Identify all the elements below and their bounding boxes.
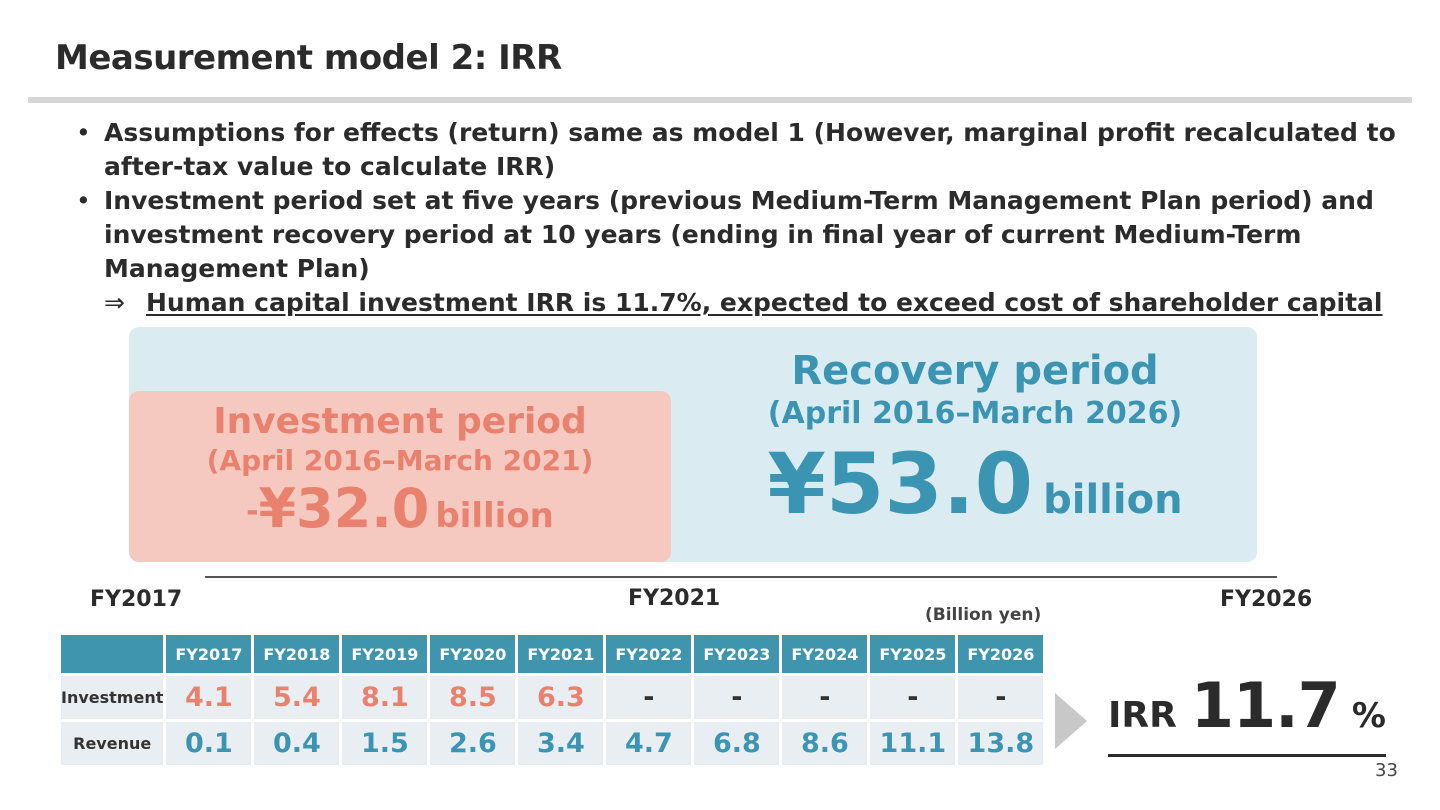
- investment-amount-value: ¥32.0: [258, 477, 430, 540]
- investment-cell: 5.4: [254, 676, 340, 719]
- irr-value: 11.7: [1190, 669, 1341, 742]
- investment-revenue-table: FY2017 FY2018 FY2019 FY2020 FY2021 FY202…: [58, 632, 1046, 768]
- revenue-cell: 8.6: [782, 722, 868, 765]
- row-label-investment: Investment: [61, 676, 164, 719]
- investment-cell: 8.5: [430, 676, 516, 719]
- recovery-period-range: (April 2016–March 2026): [767, 396, 1183, 431]
- bullet-dot-icon: •: [76, 186, 91, 215]
- investment-period-box: Investment period (April 2016–March 2021…: [129, 391, 671, 562]
- table-row-revenue: Revenue 0.1 0.4 1.5 2.6 3.4 4.7 6.8 8.6 …: [61, 722, 1044, 765]
- investment-cell: -: [782, 676, 868, 719]
- investment-sign: -: [246, 494, 259, 529]
- revenue-cell: 3.4: [518, 722, 604, 765]
- bullet-item: • Assumptions for effects (return) same …: [70, 116, 1400, 184]
- bullet-text: Assumptions for effects (return) same as…: [104, 118, 1396, 181]
- recovery-amount: ¥53.0 billion: [710, 435, 1240, 533]
- revenue-cell: 11.1: [870, 722, 956, 765]
- investment-cell: -: [606, 676, 692, 719]
- investment-period-heading: Investment period: [213, 401, 587, 442]
- table-header-cell: FY2020: [430, 635, 516, 673]
- conclusion-text: Human capital investment IRR is 11.7%, e…: [146, 288, 1383, 317]
- table-header-cell: FY2017: [166, 635, 252, 673]
- revenue-cell: 6.8: [694, 722, 780, 765]
- bullet-dot-icon: •: [76, 118, 91, 147]
- investment-period-range: (April 2016–March 2021): [206, 444, 594, 477]
- bullet-text: Investment period set at five years (pre…: [104, 186, 1374, 283]
- table-header-cell: FY2019: [342, 635, 428, 673]
- table-header-row: FY2017 FY2018 FY2019 FY2020 FY2021 FY202…: [61, 635, 1044, 673]
- bullet-list: • Assumptions for effects (return) same …: [70, 116, 1400, 320]
- revenue-cell: 13.8: [958, 722, 1044, 765]
- irr-label: IRR: [1108, 695, 1177, 736]
- slide-title: Measurement model 2: IRR: [55, 38, 562, 78]
- table-header-cell: FY2022: [606, 635, 692, 673]
- table-corner-cell: [61, 635, 164, 673]
- revenue-cell: 1.5: [342, 722, 428, 765]
- row-label-revenue: Revenue: [61, 722, 164, 765]
- bullet-item: • Investment period set at five years (p…: [70, 184, 1400, 286]
- recovery-period-content: Recovery period (April 2016–March 2026) …: [710, 348, 1240, 533]
- irr-percent-unit: %: [1351, 696, 1386, 736]
- revenue-cell: 2.6: [430, 722, 516, 765]
- implies-arrow-icon: ⇒: [104, 288, 125, 317]
- recovery-amount-value: ¥53.0: [767, 435, 1034, 533]
- table-header-cell: FY2024: [782, 635, 868, 673]
- revenue-cell: 0.1: [166, 722, 252, 765]
- table-header-cell: FY2023: [694, 635, 780, 673]
- title-divider: [28, 97, 1412, 103]
- revenue-cell: 4.7: [606, 722, 692, 765]
- timeline-start-label: FY2017: [90, 587, 183, 612]
- investment-cell: 6.3: [518, 676, 604, 719]
- table-header-cell: FY2026: [958, 635, 1044, 673]
- timeline-axis: [205, 576, 1277, 578]
- revenue-cell: 0.4: [254, 722, 340, 765]
- investment-cell: -: [958, 676, 1044, 719]
- recovery-amount-unit: billion: [1043, 477, 1183, 523]
- table-unit-note: (Billion yen): [925, 605, 1042, 625]
- investment-amount: -¥32.0 billion: [129, 477, 671, 540]
- conclusion-line: ⇒ Human capital investment IRR is 11.7%, …: [70, 286, 1400, 320]
- timeline-end-label: FY2026: [1220, 587, 1313, 612]
- investment-cell: -: [694, 676, 780, 719]
- investment-amount-unit: billion: [435, 496, 554, 536]
- play-arrow-icon: [1055, 693, 1087, 749]
- timeline-middle-label: FY2021: [628, 586, 721, 611]
- table-header-cell: FY2018: [254, 635, 340, 673]
- investment-cell: -: [870, 676, 956, 719]
- table-header-cell: FY2025: [870, 635, 956, 673]
- irr-result: IRR 11.7%: [1108, 674, 1386, 757]
- table-row-investment: Investment 4.1 5.4 8.1 8.5 6.3 - - - - -: [61, 676, 1044, 719]
- table-header-cell: FY2021: [518, 635, 604, 673]
- investment-cell: 4.1: [166, 676, 252, 719]
- page-number: 33: [1375, 760, 1398, 781]
- investment-cell: 8.1: [342, 676, 428, 719]
- recovery-period-heading: Recovery period: [791, 348, 1159, 394]
